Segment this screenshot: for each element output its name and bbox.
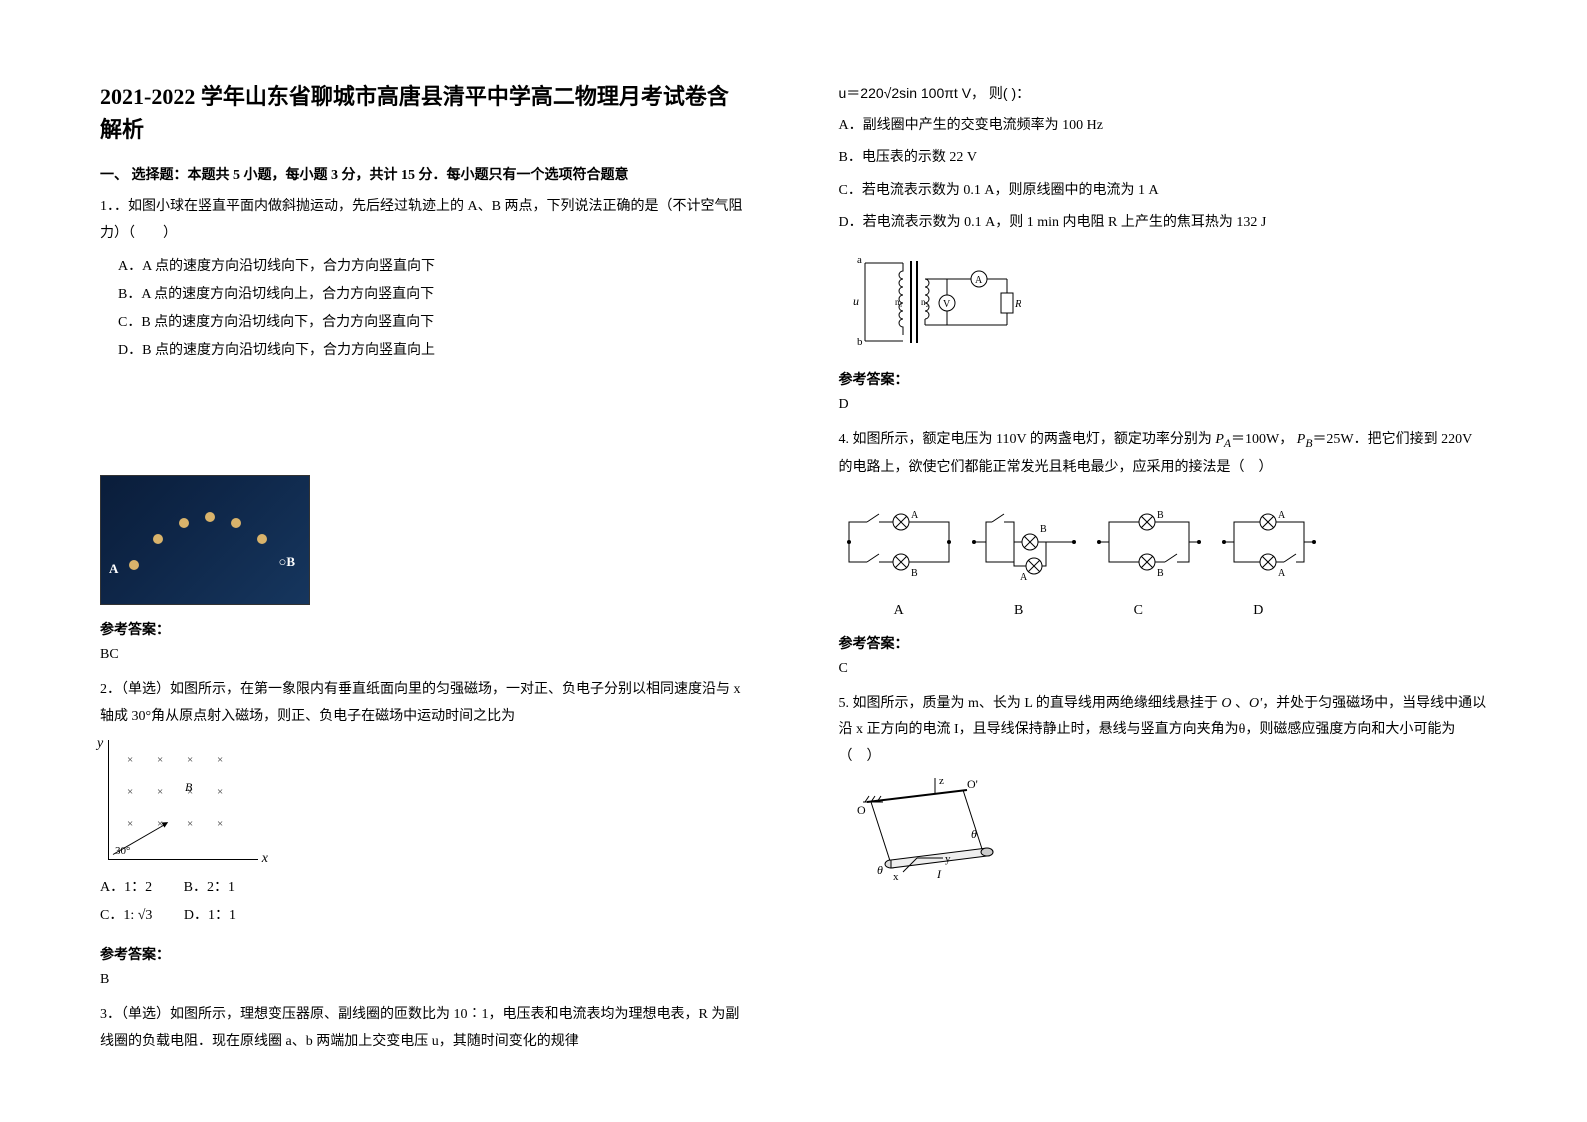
x-axis-label: x <box>262 851 268 867</box>
terminal-b: b <box>857 336 863 348</box>
q3-option-A: A．副线圈中产生的交变电流频率为 100 Hz <box>839 113 1488 140</box>
svg-text:A: A <box>1278 510 1286 521</box>
n1-label: n₁ <box>895 297 903 307</box>
svg-text:B: B <box>911 568 918 579</box>
svg-text:I: I <box>936 867 942 881</box>
svg-text:A: A <box>1020 572 1028 583</box>
q2-figure: y x × × × × × × × × × × × × B 30° <box>100 740 749 860</box>
quadrant-diagram: y x × × × × × × × × × × × × B 30° <box>108 740 258 860</box>
q4-label-A: A <box>894 603 904 619</box>
q5-figure: O O' z θ θ x y I <box>847 778 1017 898</box>
exam-title: 2021-2022 学年山东省聊城市高唐县清平中学高二物理月考试卷含解析 <box>100 80 749 146</box>
voltmeter-label: V <box>943 299 951 310</box>
q1-label-B: ○B <box>278 554 295 570</box>
point-B-label: B <box>185 780 192 795</box>
q1-option-D: D．B 点的速度方向沿切线向下，合力方向竖直向上 <box>118 337 749 365</box>
svg-text:A: A <box>911 510 919 521</box>
q3-stem: 3．（单选）如图所示，理想变压器原、副线圈的匝数比为 10∶1，电压表和电流表均… <box>100 1002 749 1055</box>
q3-option-B: B．电压表的示数 22 V <box>839 145 1488 172</box>
svg-text:A: A <box>1278 568 1286 579</box>
q3-option-D: D．若电流表示数为 0.1 A，则 1 min 内电阻 R 上产生的焦耳热为 1… <box>839 210 1488 237</box>
q4-label-B: B <box>1014 603 1023 619</box>
q3-figure: a b u n₁ n₂ A R <box>851 245 1021 355</box>
q2-options-row1: A．1：2 B．2：1 <box>100 874 749 902</box>
svg-text:B: B <box>1040 524 1047 535</box>
q4-answer-label: 参考答案： <box>839 633 1488 653</box>
q3-option-C: C．若电流表示数为 0.1 A，则原线圈中的电流为 1 A <box>839 178 1488 205</box>
q1-stem: 1．．如图小球在竖直平面内做斜抛运动，先后经过轨迹上的 A、B 两点，下列说法正… <box>100 194 749 247</box>
q1-option-A: A．A 点的速度方向沿切线向下，合力方向竖直向下 <box>118 253 749 281</box>
q4-option-labels: A B C D <box>839 603 1319 619</box>
q2-option-B: B．2：1 <box>184 874 235 902</box>
exam-page: 2021-2022 学年山东省聊城市高唐县清平中学高二物理月考试卷含解析 一、 … <box>0 0 1587 1122</box>
q5-stem: 5. 如图所示，质量为 m、长为 L 的直导线用两绝缘细线悬挂于 O 、O'，并… <box>839 691 1488 771</box>
y-axis-label: y <box>97 736 103 752</box>
q3-formula: u＝220√2sin 100πt V， 则( )： <box>839 80 1488 107</box>
q2-options-row2: C．1: √3 D．1：1 <box>100 902 749 930</box>
terminal-a: a <box>857 254 862 266</box>
svg-text:z: z <box>939 778 944 787</box>
q2-option-A: A．1：2 <box>100 874 152 902</box>
q2-option-D: D．1：1 <box>184 902 236 930</box>
q2-answer-label: 参考答案： <box>100 944 749 964</box>
svg-text:B: B <box>1157 510 1164 521</box>
ammeter-label: A <box>975 275 983 286</box>
q1-label-A: A <box>109 561 118 577</box>
q1-option-B: B．A 点的速度方向沿切线向上，合力方向竖直向下 <box>118 281 749 309</box>
q2-answer: B <box>100 972 749 988</box>
projectile-photo: A ○B <box>100 475 310 605</box>
q1-answer: BC <box>100 647 749 663</box>
section-1-heading: 一、 选择题：本题共 5 小题，每小题 3 分，共计 15 分．每小题只有一个选… <box>100 164 749 184</box>
svg-text:θ: θ <box>877 863 883 877</box>
q4-label-D: D <box>1253 603 1263 619</box>
q1-figure: A ○B <box>100 475 749 605</box>
q2-option-C: C．1: √3 <box>100 902 152 930</box>
q4-figure: A B B <box>839 492 1319 597</box>
svg-text:y: y <box>945 853 951 865</box>
angle-label: 30° <box>115 845 130 857</box>
n2-label: n₂ <box>921 297 929 307</box>
voltage-u: u <box>853 294 859 308</box>
q4-label-C: C <box>1134 603 1143 619</box>
svg-text:x: x <box>893 871 899 883</box>
resistor-label: R <box>1014 298 1021 310</box>
q3-answer: D <box>839 397 1488 413</box>
svg-text:θ: θ <box>971 827 977 841</box>
svg-text:B: B <box>1157 568 1164 579</box>
q1-option-C: C．B 点的速度方向沿切线向下，合力方向竖直向下 <box>118 309 749 337</box>
q4-answer: C <box>839 661 1488 677</box>
q1-answer-label: 参考答案： <box>100 619 749 639</box>
q2-stem: 2．（单选）如图所示，在第一象限内有垂直纸面向里的匀强磁场，一对正、负电子分别以… <box>100 677 749 730</box>
q4-stem: 4. 如图所示，额定电压为 110V 的两盏电灯，额定功率分别为 PA＝100W… <box>839 427 1488 482</box>
svg-text:O': O' <box>967 778 978 791</box>
svg-text:O: O <box>857 803 866 817</box>
q3-answer-label: 参考答案： <box>839 369 1488 389</box>
